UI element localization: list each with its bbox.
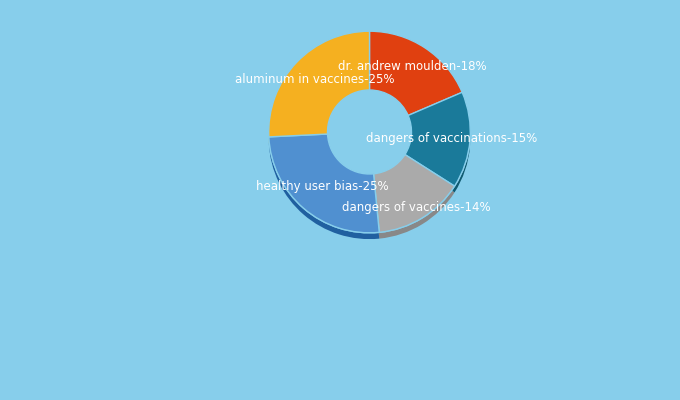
Wedge shape [405, 92, 471, 186]
Wedge shape [269, 134, 379, 233]
Text: healthy user bias-25%: healthy user bias-25% [256, 180, 388, 194]
Text: dangers of vaccines-14%: dangers of vaccines-14% [341, 201, 490, 214]
Wedge shape [373, 154, 454, 232]
Wedge shape [369, 38, 462, 122]
Wedge shape [373, 161, 454, 239]
Wedge shape [269, 134, 379, 233]
Wedge shape [369, 31, 462, 116]
Wedge shape [269, 31, 369, 137]
Text: aluminum in vaccines-25%: aluminum in vaccines-25% [235, 73, 394, 86]
Wedge shape [369, 31, 462, 116]
Wedge shape [269, 140, 379, 239]
Wedge shape [405, 98, 471, 192]
Wedge shape [269, 38, 369, 143]
Text: dangers of vaccinations-15%: dangers of vaccinations-15% [367, 132, 537, 145]
Text: dr. andrew moulden-18%: dr. andrew moulden-18% [339, 60, 487, 73]
Wedge shape [269, 31, 369, 137]
Wedge shape [405, 92, 471, 186]
Wedge shape [373, 154, 454, 232]
